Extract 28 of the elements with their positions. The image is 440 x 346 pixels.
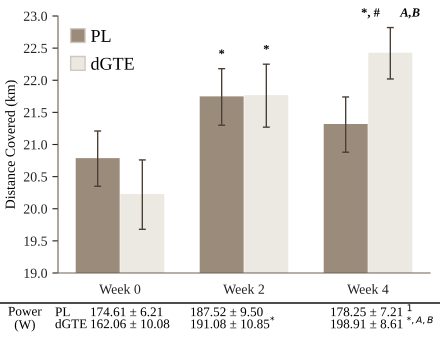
x-tick-label: Week 4 xyxy=(347,284,389,294)
y-tick-label: 21.5 xyxy=(24,108,48,118)
y-tick-label: 21.0 xyxy=(24,140,48,150)
legend-label: PL xyxy=(91,30,110,42)
y-tick-label: 22.5 xyxy=(24,44,48,54)
x-tick-label: Week 0 xyxy=(99,284,140,294)
text: 162.06 ± 10.08 xyxy=(91,319,170,328)
text: 187.52 ± 9.50 xyxy=(191,307,263,316)
annotation: * xyxy=(264,44,269,50)
annotation: *, # xyxy=(362,8,380,19)
text: 178.25 ± 7.21 $^{1}$ xyxy=(331,304,412,316)
y-axis-title: Distance Covered (km) xyxy=(5,80,18,209)
x-tick-label: Week 2 xyxy=(223,284,264,294)
text: dGTE xyxy=(55,319,87,328)
annotation: * xyxy=(219,49,224,54)
y-tick-label: 19.0 xyxy=(24,268,48,278)
text: 191.08 ± 10.85$^{*}$ xyxy=(191,316,274,328)
legend-label: dGTE xyxy=(91,57,134,70)
text: PL xyxy=(55,308,70,316)
text: 174.61 ± 6.21 xyxy=(91,307,162,316)
y-tick-label: 20.0 xyxy=(24,204,48,214)
text: Power (W) xyxy=(8,306,42,332)
y-tick-label: 19.5 xyxy=(24,236,48,246)
annotation: A,B xyxy=(400,8,420,19)
y-tick-label: 20.5 xyxy=(24,172,48,182)
y-tick-label: 23.0 xyxy=(24,12,48,22)
text: 198.91 ± 8.61 $^{*,A,B}$ xyxy=(331,316,433,328)
y-tick-label: 22.0 xyxy=(24,76,48,86)
